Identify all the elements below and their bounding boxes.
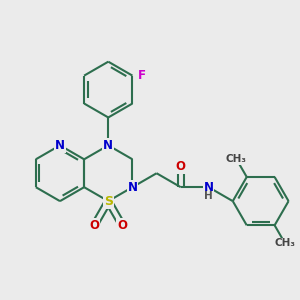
- Text: O: O: [176, 160, 186, 173]
- Text: O: O: [117, 219, 127, 232]
- Text: H: H: [204, 191, 213, 201]
- Text: N: N: [204, 181, 214, 194]
- Text: N: N: [103, 139, 113, 152]
- Text: CH₃: CH₃: [274, 238, 296, 248]
- Text: O: O: [89, 219, 99, 232]
- Text: F: F: [138, 69, 146, 82]
- Text: N: N: [55, 139, 65, 152]
- Text: N: N: [128, 181, 137, 194]
- Text: CH₃: CH₃: [226, 154, 247, 164]
- Text: S: S: [104, 195, 113, 208]
